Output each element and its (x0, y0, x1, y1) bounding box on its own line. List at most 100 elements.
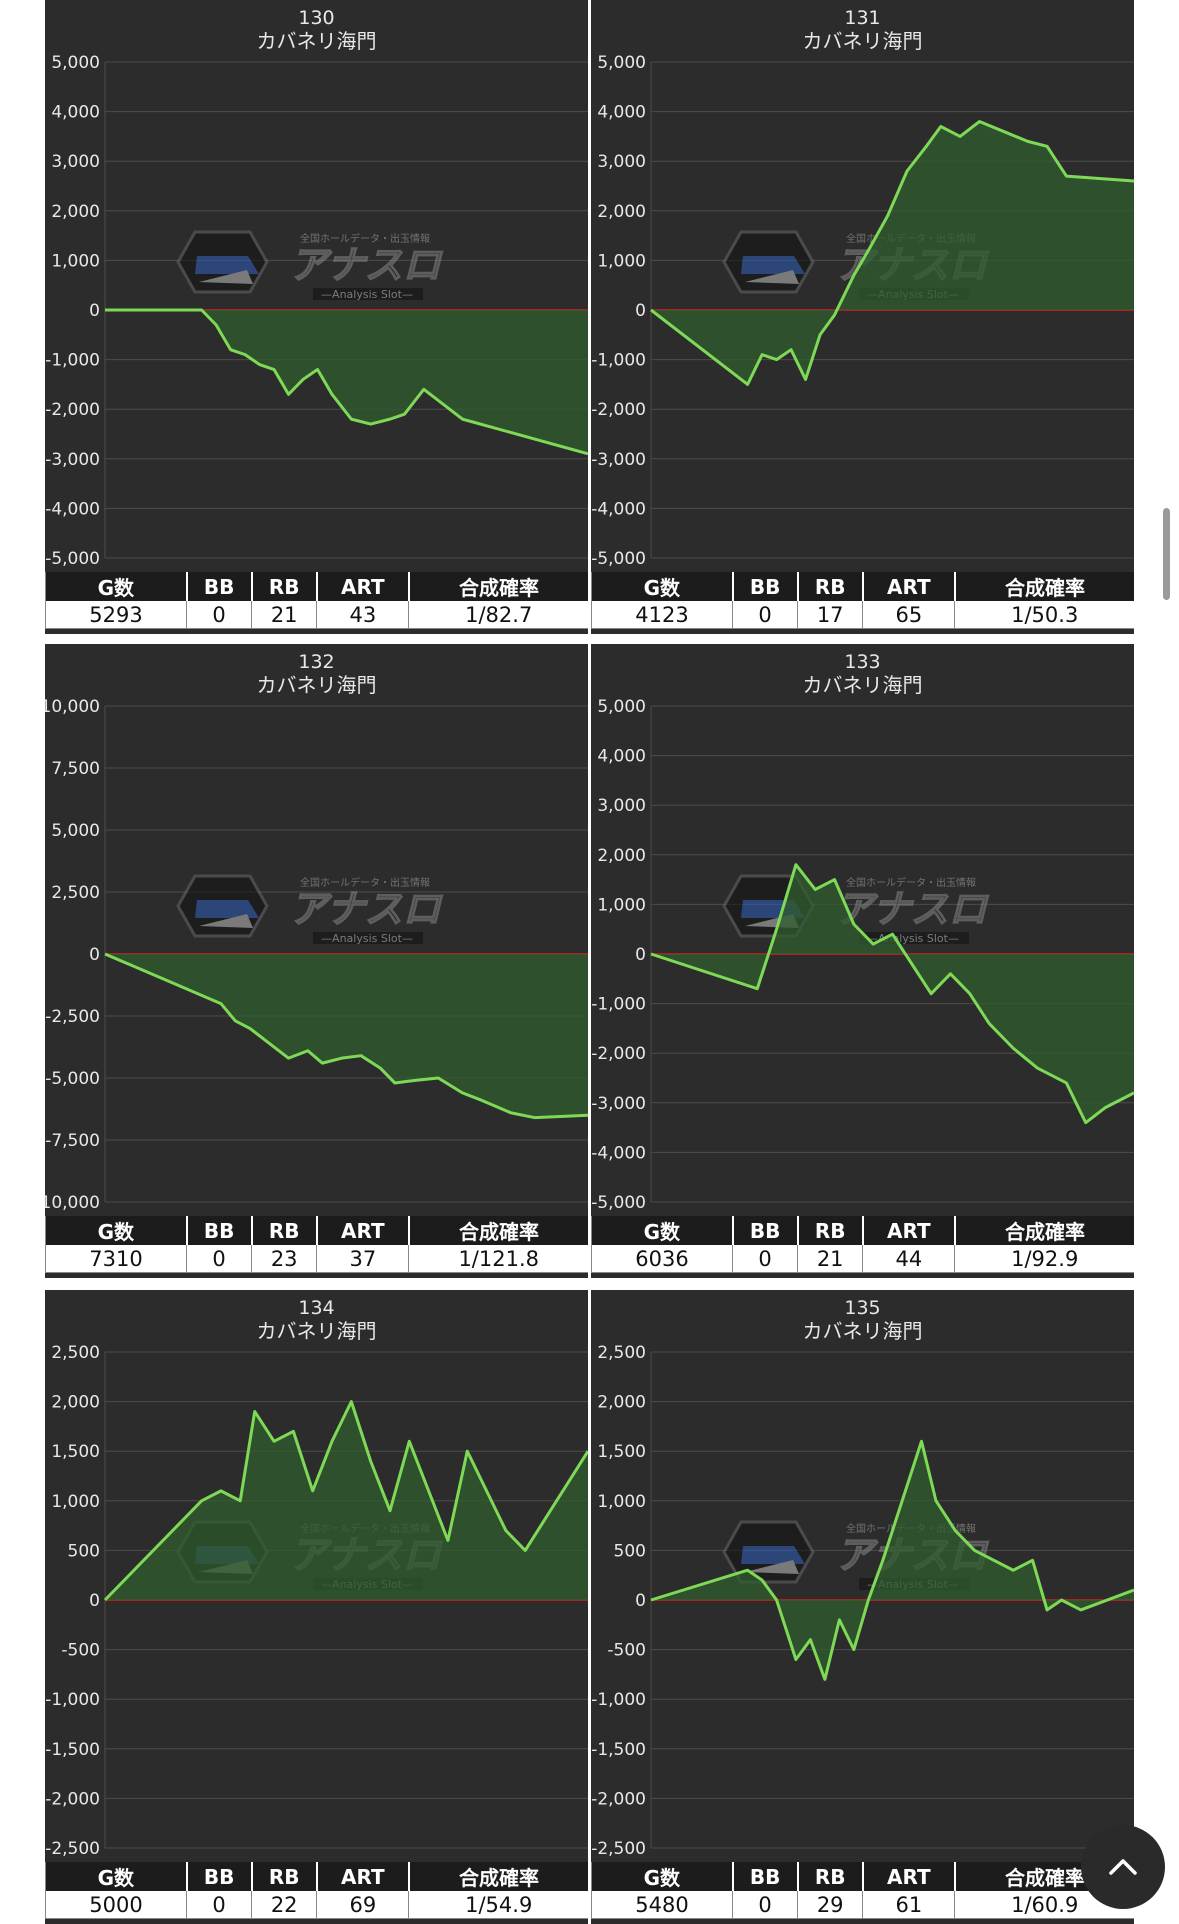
y-tick-label: 4,000 (597, 103, 646, 123)
stats-table: G数 BB RB ART 合成確率 5480 0 29 61 1/60.9 (590, 1862, 1134, 1919)
chart-title: 134 (298, 1297, 334, 1319)
chart-title: 133 (844, 651, 880, 673)
stats-header: BB (731, 572, 798, 601)
logo-tagline: 全国ホールデータ・出玉情報 (846, 876, 976, 889)
y-tick-label: -5,000 (45, 549, 100, 569)
logo-tagline: 全国ホールデータ・出玉情報 (300, 876, 430, 889)
scroll-to-top-button[interactable] (1081, 1825, 1165, 1909)
series-area (651, 864, 1134, 1123)
stats-value-art: 65 (862, 601, 955, 629)
stats-value-bb: 0 (732, 601, 798, 629)
y-tick-label: 2,000 (51, 202, 100, 222)
y-tick-label: -500 (61, 1641, 100, 1661)
stats-value-rb: 29 (797, 1891, 863, 1919)
stats-value-games: 4123 (590, 601, 733, 629)
logo-subtitle: —Analysis Slot— (321, 288, 413, 301)
logo-text: アナスロ (835, 887, 989, 931)
series-line (103, 1400, 588, 1602)
y-tick-label: -1,500 (45, 1740, 100, 1760)
stats-table: G数 BB RB ART 合成確率 7310 0 23 37 1/121.8 (44, 1216, 588, 1273)
stats-value-bb: 0 (186, 1891, 252, 1919)
y-tick-label: -1,500 (591, 1740, 646, 1760)
machine-chart-panel: 5,000 4,000 3,000 2,000 1,000 0 -1,000 -2,000 -3… (44, 0, 588, 634)
scrollbar-thumb[interactable] (1163, 508, 1170, 600)
stats-value-rate: 1/92.9 (954, 1245, 1134, 1273)
y-tick-label: 0 (89, 945, 100, 965)
y-tick-label: -4,000 (45, 499, 100, 519)
chart-subtitle: カバネリ海門 (257, 29, 377, 53)
chevron-up-icon (1109, 1859, 1137, 1875)
stats-header: RB (250, 1216, 317, 1245)
y-tick-label: 2,000 (597, 846, 646, 866)
stats-value-rate: 1/121.8 (408, 1245, 588, 1273)
y-tick-label: 0 (635, 1591, 646, 1611)
y-tick-label: -4,000 (591, 1143, 646, 1163)
y-tick-label: -500 (607, 1641, 646, 1661)
series-area (651, 1441, 1134, 1680)
series-area (105, 1401, 588, 1600)
y-tick-label: 0 (89, 1591, 100, 1611)
y-tick-label: 1,000 (51, 251, 100, 271)
y-tick-label: -2,000 (591, 1044, 646, 1064)
stats-header: G数 (590, 572, 733, 601)
stats-value-rb: 21 (251, 601, 317, 629)
y-tick-label: -2,000 (591, 400, 646, 420)
stats-header: G数 (44, 572, 187, 601)
stats-header: G数 (44, 1862, 187, 1891)
y-tick-label: 1,000 (597, 895, 646, 915)
machine-chart-panel: 2,500 2,000 1,500 1,000 500 0 -500 -1,000 -1,500… (590, 1290, 1134, 1924)
stats-value-rb: 21 (797, 1245, 863, 1273)
y-tick-label: 0 (635, 945, 646, 965)
stats-value-rb: 22 (251, 1891, 317, 1919)
stats-value-rate: 1/54.9 (408, 1891, 588, 1919)
stats-header: ART (315, 1862, 409, 1891)
y-tick-label: 10,000 (45, 697, 100, 717)
stats-header: RB (796, 572, 863, 601)
y-tick-label: 2,000 (51, 1393, 100, 1413)
y-tick-label: 5,000 (597, 697, 646, 717)
stats-header: G数 (44, 1216, 187, 1245)
y-tick-label: 1,000 (51, 1492, 100, 1512)
stats-header: RB (796, 1216, 863, 1245)
stats-header: BB (185, 1216, 252, 1245)
stats-header: G数 (590, 1216, 733, 1245)
y-tick-label: -7,500 (45, 1131, 100, 1151)
stats-value-art: 44 (862, 1245, 955, 1273)
y-tick-label: 2,500 (51, 1343, 100, 1363)
chart-title: 131 (844, 7, 880, 29)
stats-header: ART (861, 1216, 955, 1245)
y-tick-label: -1,000 (45, 351, 100, 371)
stats-table: G数 BB RB ART 合成確率 4123 0 17 65 1/50.3 (590, 572, 1134, 629)
stats-value-games: 5480 (590, 1891, 733, 1919)
y-tick-label: 3,000 (597, 796, 646, 816)
chart-subtitle: カバネリ海門 (803, 29, 923, 53)
y-tick-label: 1,000 (597, 251, 646, 271)
y-tick-label: -1,000 (591, 995, 646, 1015)
y-tick-label: -5,000 (591, 549, 646, 569)
y-tick-label: -2,000 (45, 1789, 100, 1809)
series-area (651, 121, 1134, 385)
stats-value-bb: 0 (732, 1891, 798, 1919)
stats-header: 合成確率 (407, 1216, 588, 1245)
y-tick-label: 0 (635, 301, 646, 321)
y-tick-label: -4,000 (591, 499, 646, 519)
stats-header: 合成確率 (407, 572, 588, 601)
y-tick-label: -5,000 (591, 1193, 646, 1213)
y-tick-label: -2,000 (45, 400, 100, 420)
stats-value-art: 43 (316, 601, 409, 629)
y-tick-label: -3,000 (591, 450, 646, 470)
y-tick-label: 1,000 (597, 1492, 646, 1512)
stats-header: G数 (590, 1862, 733, 1891)
y-tick-label: -2,500 (45, 1007, 100, 1027)
y-tick-label: -3,000 (45, 450, 100, 470)
y-tick-label: 4,000 (51, 103, 100, 123)
series-area (105, 310, 588, 454)
stats-value-games: 7310 (44, 1245, 187, 1273)
stats-value-bb: 0 (186, 601, 252, 629)
stats-header: ART (861, 572, 955, 601)
stats-header: RB (250, 1862, 317, 1891)
stats-header: BB (731, 1862, 798, 1891)
stats-header: ART (861, 1862, 955, 1891)
stats-value-games: 6036 (590, 1245, 733, 1273)
